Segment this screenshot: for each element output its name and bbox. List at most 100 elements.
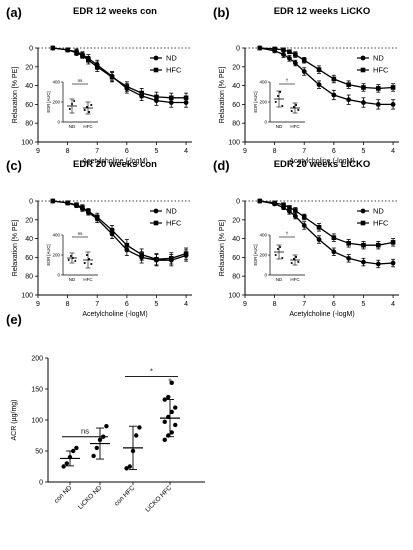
legend-marker: [153, 220, 159, 226]
data-point: [272, 46, 277, 52]
data-point: [94, 214, 100, 220]
data-point: [301, 214, 307, 220]
data-point: [173, 422, 178, 428]
data-point: [346, 82, 351, 87]
data-point: [71, 448, 76, 454]
x-tick-label: 9: [36, 148, 40, 155]
data-point: [390, 102, 396, 107]
data-point: [169, 409, 174, 415]
inset-category-label: HFC: [290, 277, 300, 282]
legend-label: HFC: [373, 219, 389, 228]
y-tick-label: 0: [236, 46, 240, 53]
x-axis-label: Acetylcholine (-logM): [82, 311, 147, 318]
data-point: [168, 95, 174, 101]
data-point: [287, 208, 292, 214]
data-point: [346, 255, 352, 261]
y-tick-label: 60: [25, 102, 33, 109]
data-point: [287, 205, 292, 210]
inset-point: [293, 258, 295, 260]
data-point: [65, 47, 70, 53]
data-point: [169, 430, 174, 435]
legend-marker: [153, 208, 159, 214]
data-point: [162, 437, 167, 443]
y-tick-label: 40: [232, 236, 240, 243]
x-tick-label: 8: [273, 148, 277, 155]
data-point: [86, 57, 91, 63]
group-licko-hfc: [160, 380, 180, 443]
y-tick-label: 80: [232, 121, 240, 128]
data-point: [301, 57, 307, 63]
inset-point: [71, 103, 73, 105]
data-point: [80, 53, 85, 58]
y-tick-label: 100: [21, 140, 33, 147]
data-point: [292, 213, 298, 219]
data-point: [169, 380, 174, 385]
x-tick-label: 4: [184, 148, 188, 155]
inset-significance: ns: [78, 231, 84, 236]
legend-marker: [360, 220, 366, 226]
x-tick-label: 6: [332, 148, 336, 155]
inset-y-label: EDR [AUC]: [46, 91, 51, 112]
y-tick-label: 40: [25, 83, 33, 90]
data-point: [346, 97, 352, 103]
series-hfc: [50, 198, 189, 266]
inset-point: [88, 111, 90, 113]
panel-title: EDR 12 weeks con: [73, 6, 157, 17]
legend-label: HFC: [166, 219, 182, 228]
inset-category-label: ND: [69, 124, 76, 129]
y-tick-label: 100: [31, 418, 43, 425]
inset-y-tick-label: 200: [52, 100, 60, 105]
x-tick-label: 4: [184, 301, 188, 308]
data-point: [331, 92, 337, 98]
data-point: [67, 455, 73, 460]
y-tick-label: 40: [232, 83, 240, 90]
panel-title: EDR 20 weeks con: [73, 159, 157, 170]
legend-label: ND: [373, 54, 384, 63]
panel-title: EDR 20 weeks LiCKO: [274, 159, 371, 170]
y-tick-label: 20: [25, 217, 33, 224]
y-tick-label: 0: [236, 199, 240, 206]
x-tick-label: 9: [36, 301, 40, 308]
data-point: [293, 208, 298, 213]
inset-point: [72, 257, 75, 259]
inset-point: [276, 95, 279, 97]
panel-letter: (e): [6, 312, 22, 327]
inset-point: [274, 101, 277, 103]
data-point: [390, 85, 396, 90]
panel-letter: (c): [6, 158, 22, 173]
comparison-label: ns: [81, 427, 89, 436]
panel-e: (e) 0 50 100 150 200 ACR (µg/mg) con ND LiCKO ND…: [6, 312, 205, 514]
data-point: [346, 241, 351, 246]
legend-marker: [153, 55, 159, 61]
y-axis-label: Relaxation [% PE]: [219, 220, 226, 276]
x-category-label: con ND: [53, 484, 73, 504]
data-point: [375, 102, 381, 107]
inset-category-label: ND: [276, 124, 283, 129]
x-tick-label: 5: [155, 301, 159, 308]
data-point: [124, 242, 130, 248]
x-tick-label: 7: [95, 301, 99, 308]
data-point: [361, 100, 366, 105]
data-point: [139, 90, 144, 96]
data-point: [124, 466, 129, 471]
data-point: [94, 445, 100, 451]
legend-marker: [360, 55, 366, 61]
y-tick-label: 80: [232, 274, 240, 281]
data-point: [50, 45, 56, 51]
inset-y-tick-label: 0: [57, 273, 60, 278]
data-point: [162, 419, 167, 425]
inset-point: [83, 262, 86, 264]
y-tick-label: 60: [25, 255, 33, 262]
inset-chart: 0 200 400 EDR [AUC] ND HFC †: [253, 78, 305, 129]
data-point: [127, 464, 132, 469]
x-tick-label: 8: [66, 148, 70, 155]
data-point: [390, 240, 396, 245]
inset-point: [295, 256, 297, 258]
inset-point: [281, 257, 284, 259]
data-point: [74, 50, 79, 55]
inset-y-tick-label: 0: [57, 120, 60, 125]
inset-point: [297, 109, 300, 111]
panel-title: EDR 12 weeks LiCKO: [274, 6, 371, 17]
